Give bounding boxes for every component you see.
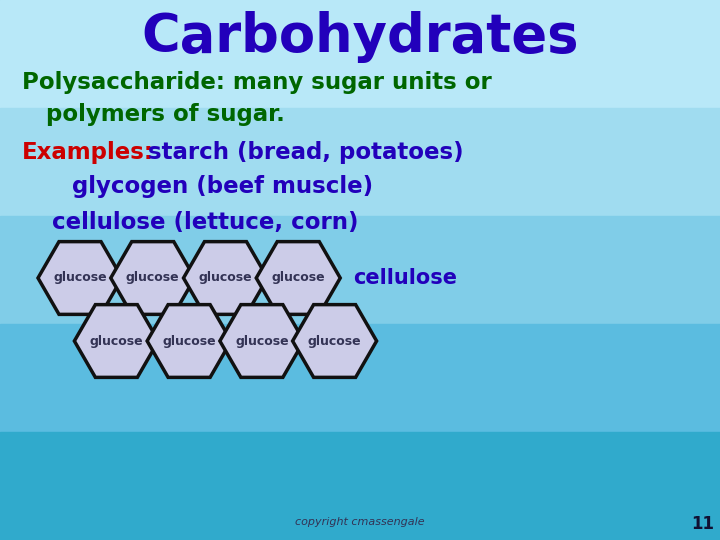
Bar (0, 432, 720, 540)
Text: glucose: glucose (271, 272, 325, 285)
Polygon shape (184, 241, 268, 314)
Polygon shape (74, 305, 158, 377)
Text: glucose: glucose (307, 334, 361, 348)
Text: glucose: glucose (53, 272, 107, 285)
Text: glucose: glucose (126, 272, 179, 285)
Polygon shape (292, 305, 377, 377)
Polygon shape (256, 241, 341, 314)
Text: starch (bread, potatoes): starch (bread, potatoes) (148, 140, 464, 164)
Text: glucose: glucose (89, 334, 143, 348)
Text: glucose: glucose (199, 272, 252, 285)
Polygon shape (111, 241, 194, 314)
Text: glucose: glucose (162, 334, 216, 348)
Text: Carbohydrates: Carbohydrates (141, 11, 579, 63)
Polygon shape (38, 241, 122, 314)
Bar (0, 0, 720, 108)
Text: copyright cmassengale: copyright cmassengale (295, 517, 425, 527)
Text: glycogen (beef muscle): glycogen (beef muscle) (72, 176, 373, 199)
Text: glucose: glucose (235, 334, 289, 348)
Text: cellulose (lettuce, corn): cellulose (lettuce, corn) (52, 211, 359, 233)
Text: Polysaccharide: many sugar units or: Polysaccharide: many sugar units or (22, 71, 492, 93)
Bar (0, 108, 720, 216)
Text: Examples:: Examples: (22, 140, 154, 164)
Text: 11: 11 (691, 515, 714, 533)
Bar (0, 216, 720, 324)
Polygon shape (147, 305, 231, 377)
Bar (0, 324, 720, 432)
Polygon shape (220, 305, 304, 377)
Text: polymers of sugar.: polymers of sugar. (22, 104, 285, 126)
Text: cellulose: cellulose (353, 268, 456, 288)
